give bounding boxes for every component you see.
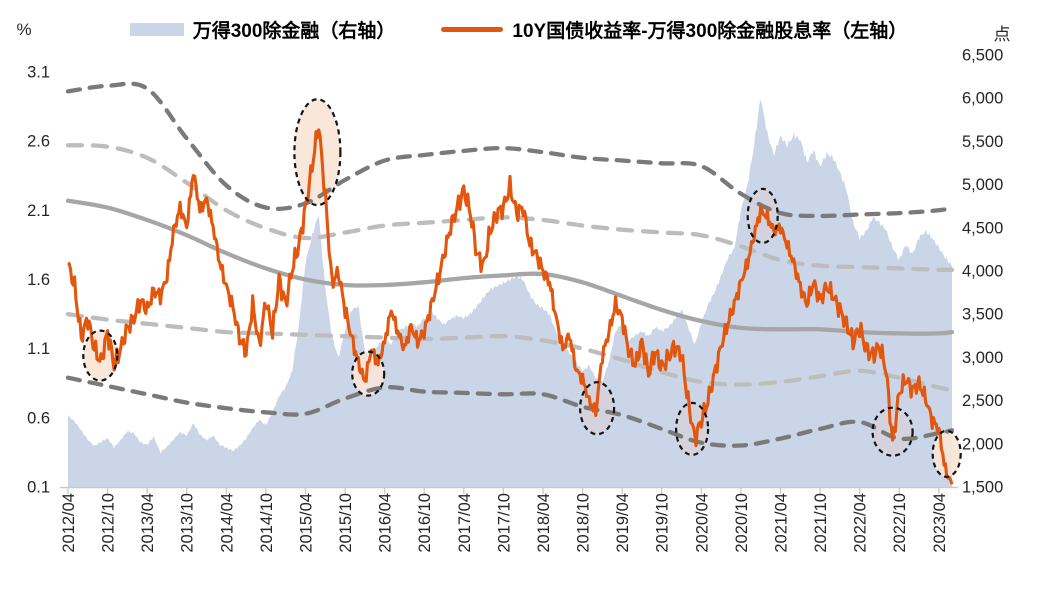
x-axis-label: 2013/04 [139, 493, 157, 553]
x-axis-label: 2017/10 [495, 493, 513, 553]
y-axis-label-right: 2,000 [962, 435, 1003, 453]
y-axis-label-left: 3.1 [27, 64, 50, 82]
y-axis-label-right: 2,500 [962, 392, 1003, 410]
x-axis-label: 2018/04 [535, 493, 553, 553]
highlight-ellipse-outline [871, 406, 914, 457]
x-axis-label: 2020/10 [733, 493, 751, 553]
x-axis-label: 2013/10 [179, 493, 197, 553]
legend-item-spread-line: 10Y国债收益率-万得300除金融股息率（左轴） [441, 16, 907, 43]
x-axis-label: 2014/10 [258, 493, 276, 553]
right-axis-unit: 点 [993, 25, 1011, 44]
x-axis-label: 2015/04 [298, 493, 316, 553]
left-axis-unit: % [16, 20, 32, 39]
highlight-ellipse-outline [931, 429, 962, 478]
x-axis-label: 2015/10 [337, 493, 355, 553]
x-axis-label: 2016/04 [377, 493, 395, 553]
y-axis-label-right: 6,000 [962, 90, 1003, 108]
legend-item-index-area: 万得300除金融（右轴） [129, 16, 396, 43]
highlight-ellipse-outline [674, 401, 710, 456]
x-axis-label: 2021/04 [773, 493, 791, 553]
legend: 万得300除金融（右轴） 10Y国债收益率-万得300除金融股息率（左轴） [0, 16, 1037, 43]
band-mid-line [65, 198, 955, 336]
y-axis-label-left: 2.6 [27, 133, 50, 151]
y-axis-label-right: 4,000 [962, 263, 1003, 281]
x-axis-label: 2018/10 [575, 493, 593, 553]
y-axis-label-left: 2.1 [27, 202, 50, 220]
y-axis-label-left: 0.1 [27, 479, 50, 497]
highlight-ellipse-outline [578, 381, 616, 436]
highlight-ellipse-outline [82, 329, 119, 382]
band-upper-inner-line [65, 143, 955, 273]
y-axis-label-right: 5,000 [962, 176, 1003, 194]
line-swatch [441, 27, 504, 32]
x-axis-label: 2017/04 [456, 493, 474, 553]
x-axis-label: 2021/10 [812, 493, 830, 553]
x-axis-label: 2022/10 [891, 493, 909, 553]
legend-line-label: 10Y国债收益率-万得300除金融股息率（左轴） [512, 21, 908, 42]
y-axis-label-right: 4,500 [962, 219, 1003, 237]
x-axis-label: 2012/04 [60, 493, 78, 553]
band-lower-inner-line [65, 311, 955, 393]
index-area-series [68, 99, 952, 487]
spread-line-series [67, 128, 954, 485]
x-axis-label: 2020/04 [693, 493, 711, 553]
x-axis-label: 2019/04 [614, 493, 632, 553]
band-lower-outer-line [65, 375, 955, 448]
y-axis-label-right: 1,500 [962, 479, 1003, 497]
y-axis-label-right: 3,000 [962, 349, 1003, 367]
y-axis-label-left: 0.6 [27, 409, 50, 427]
y-axis-label-left: 1.6 [27, 271, 50, 289]
area-swatch [129, 23, 184, 36]
legend-area-label: 万得300除金融（右轴） [192, 21, 396, 42]
highlight-ellipse-fill [294, 99, 341, 206]
band-upper-outer-line [65, 81, 955, 219]
y-axis-label-right: 3,500 [962, 306, 1003, 324]
y-axis-label-right: 6,500 [962, 47, 1003, 65]
x-axis-label: 2022/04 [852, 493, 870, 553]
highlight-ellipse-outline [351, 350, 386, 397]
x-axis-label: 2012/10 [100, 493, 118, 553]
highlight-ellipse-outline [293, 98, 342, 207]
highlight-ellipse-outline [746, 187, 779, 244]
y-axis-label-left: 1.1 [27, 340, 50, 358]
x-axis-label: 2019/10 [654, 493, 672, 553]
y-axis-label-right: 5,500 [962, 133, 1003, 151]
x-axis-label: 2014/04 [218, 493, 236, 553]
x-axis-label: 2016/10 [416, 493, 434, 553]
x-axis-label: 2023/04 [931, 493, 949, 553]
